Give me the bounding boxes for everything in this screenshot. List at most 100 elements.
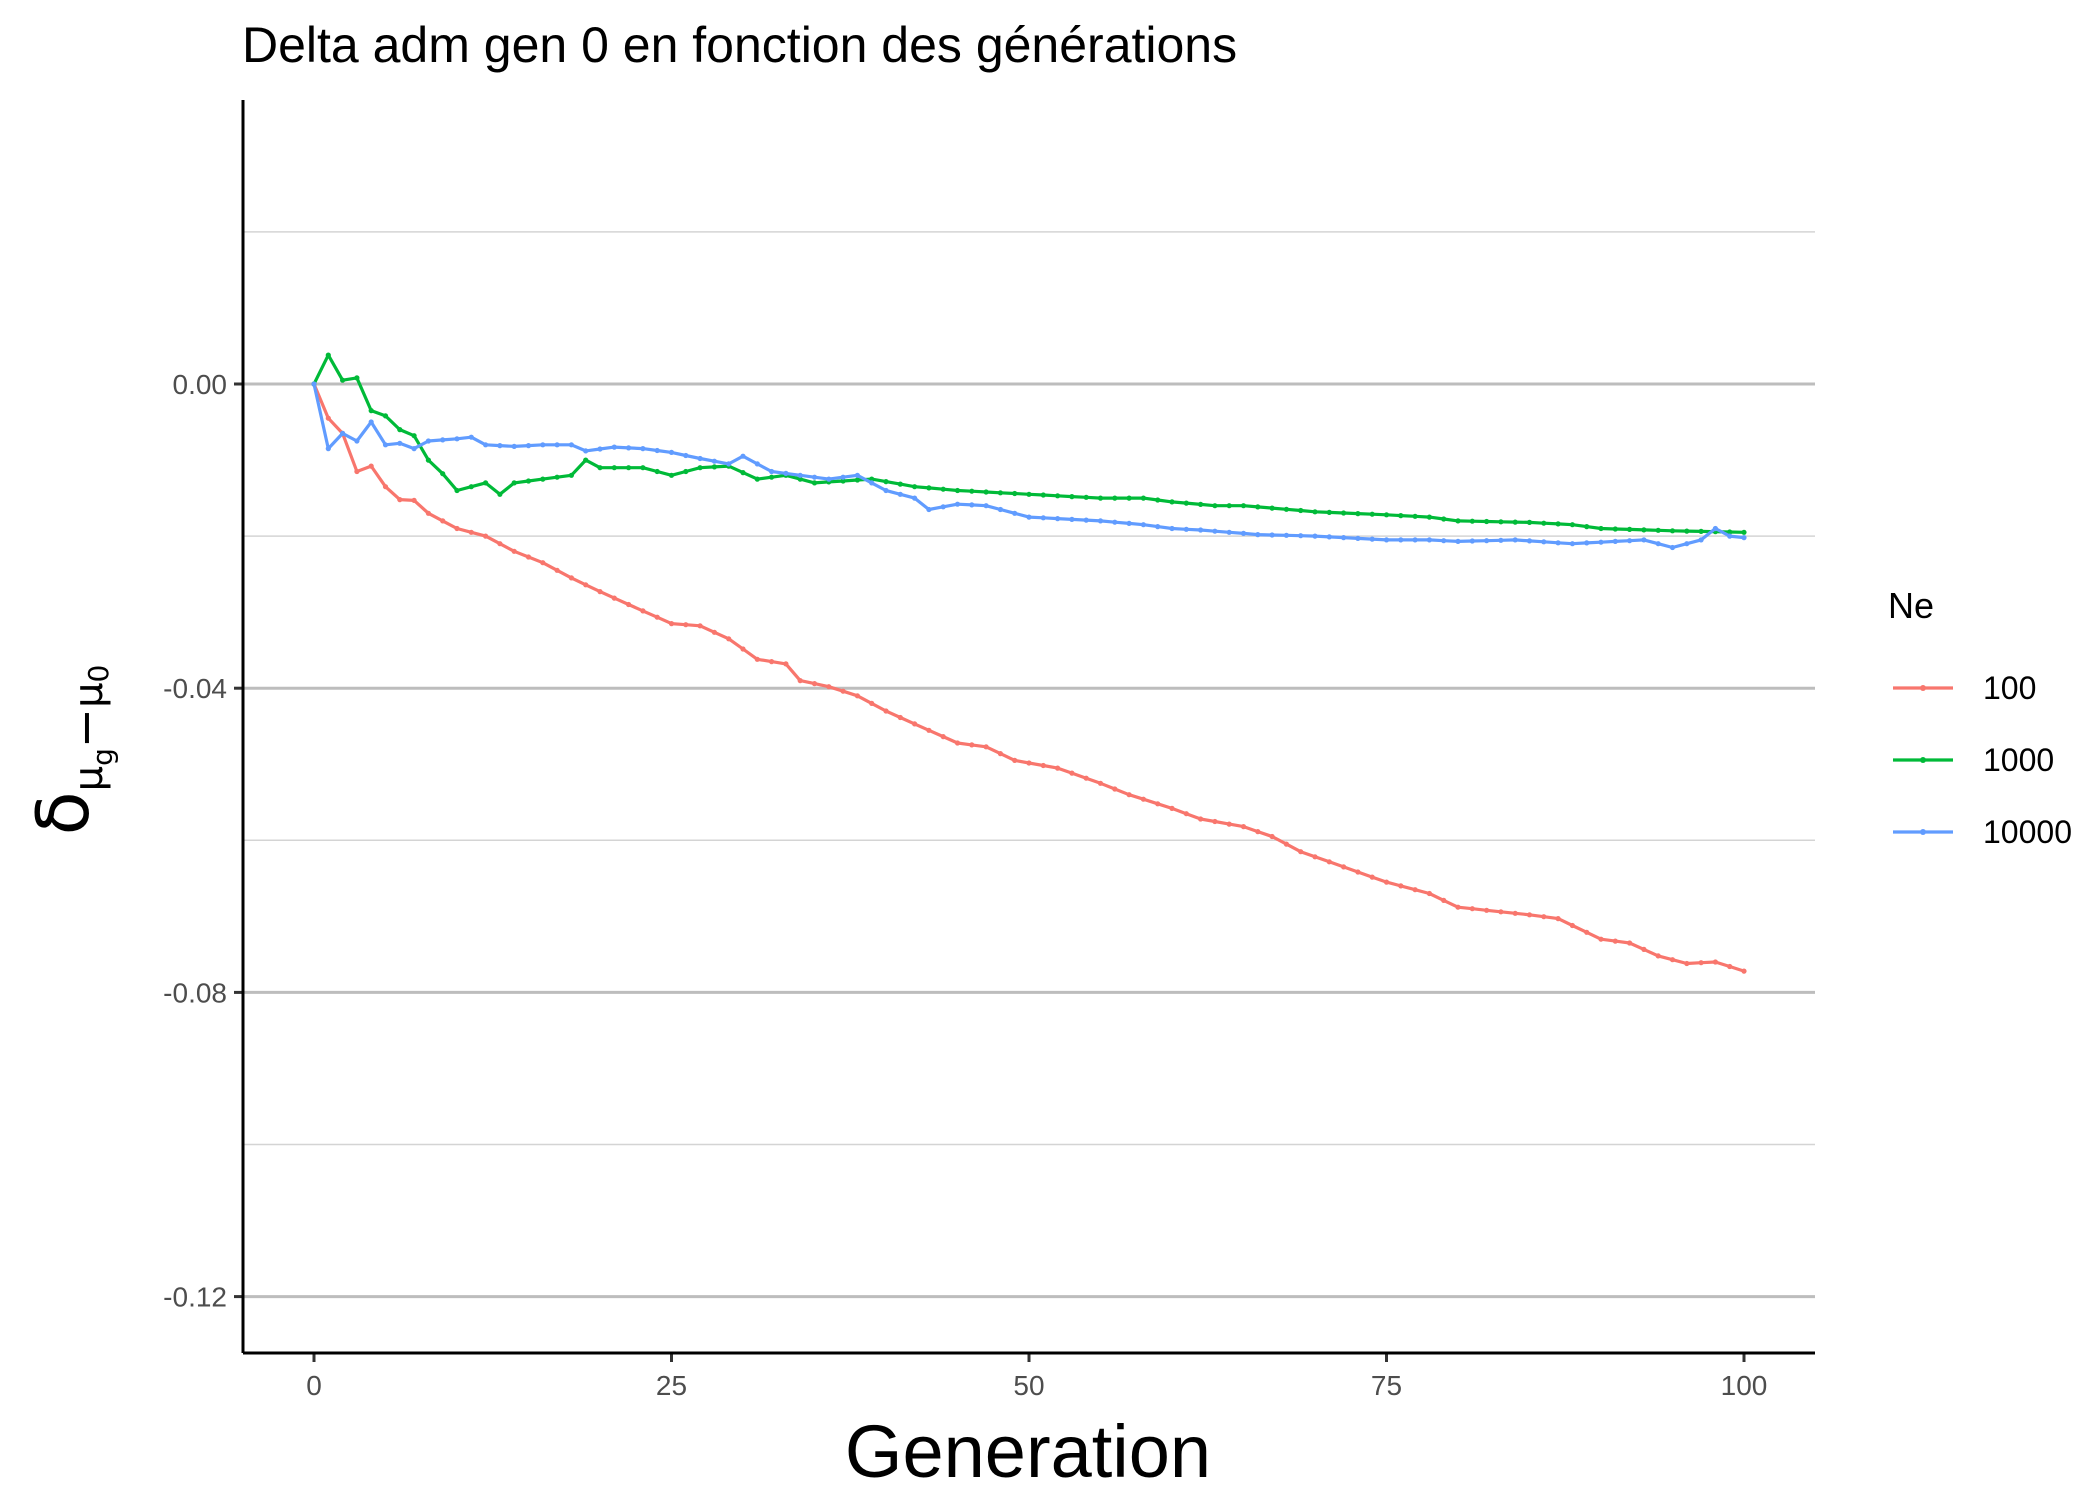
y-label-delta: δ: [21, 791, 105, 835]
data-point: [1355, 510, 1361, 517]
series-100: [311, 381, 1747, 974]
data-point: [1240, 530, 1247, 537]
legend-label: 100: [1983, 670, 2036, 706]
data-point: [1455, 538, 1461, 545]
data-point: [1112, 519, 1118, 525]
data-point: [454, 525, 460, 532]
data-point: [769, 474, 775, 480]
data-point: [668, 472, 675, 478]
data-point: [969, 488, 975, 494]
data-point: [1655, 541, 1661, 547]
legend-title: Ne: [1888, 585, 1934, 626]
data-point: [1083, 517, 1089, 523]
x-tick-label: 25: [656, 1370, 687, 1401]
data-point: [726, 636, 732, 642]
series-1000: [311, 352, 1747, 535]
data-point: [1183, 500, 1189, 506]
data-point: [1612, 526, 1618, 532]
data-point: [954, 487, 961, 494]
y-tick-label: -0.04: [163, 673, 227, 704]
data-point: [1083, 494, 1089, 500]
data-point: [1684, 541, 1690, 547]
x-tick-label: 100: [1721, 1370, 1768, 1401]
data-point: [1727, 963, 1733, 970]
data-point: [440, 471, 446, 477]
data-point: [1684, 960, 1690, 967]
data-point: [1269, 505, 1275, 511]
data-point: [1355, 869, 1361, 875]
x-tick-label: 0: [306, 1370, 322, 1401]
data-point: [1698, 537, 1704, 543]
data-point: [983, 503, 989, 509]
data-point: [425, 510, 431, 516]
data-point: [697, 623, 703, 629]
y-label-minus: −: [58, 708, 114, 748]
data-point: [1255, 504, 1261, 510]
data-point: [840, 478, 846, 484]
data-point: [811, 480, 818, 486]
data-point: [325, 446, 331, 452]
data-point: [826, 476, 832, 482]
data-point: [683, 452, 689, 459]
data-point: [1383, 537, 1390, 543]
data-point: [640, 446, 646, 452]
data-point: [397, 427, 403, 433]
data-point: [1412, 513, 1418, 519]
data-point: [1155, 524, 1161, 530]
data-point: [1140, 495, 1146, 501]
data-point: [1512, 910, 1518, 916]
data-point: [1526, 538, 1533, 544]
data-point: [1040, 492, 1046, 498]
data-point: [611, 465, 617, 471]
data-point: [1498, 537, 1504, 543]
data-point: [1712, 525, 1718, 532]
data-point: [1555, 540, 1561, 546]
data-point: [1669, 544, 1676, 551]
data-point: [1255, 829, 1261, 835]
data-point: [1069, 494, 1075, 500]
data-point: [1212, 503, 1218, 509]
data-point: [1569, 922, 1575, 929]
data-point: [1584, 524, 1590, 530]
y-label-mu-g: μ: [66, 766, 112, 791]
data-point: [468, 529, 474, 535]
minor-gridlines: [243, 231, 1815, 1146]
data-point: [1012, 757, 1018, 764]
data-point: [468, 434, 474, 440]
data-point: [1341, 535, 1347, 541]
data-point: [912, 721, 918, 727]
data-point: [912, 495, 918, 501]
data-point: [454, 436, 460, 442]
data-point: [1455, 904, 1461, 910]
legend-label: 1000: [1983, 742, 2054, 778]
data-point: [797, 472, 803, 478]
data-point: [1641, 527, 1647, 533]
data-point: [411, 497, 417, 503]
data-point: [354, 438, 360, 444]
data-point: [1040, 515, 1046, 521]
data-point: [440, 437, 446, 443]
data-point: [1369, 874, 1375, 880]
data-point: [597, 589, 603, 595]
data-point: [1312, 509, 1318, 515]
data-point: [1727, 533, 1733, 539]
data-point: [1669, 957, 1676, 963]
data-point: [797, 678, 803, 684]
data-point: [769, 659, 775, 665]
data-point: [1627, 526, 1633, 533]
data-point: [540, 442, 546, 448]
y-tick-label: 0.00: [173, 369, 228, 400]
data-point: [397, 497, 403, 503]
data-point: [511, 548, 517, 554]
data-point: [940, 486, 946, 492]
data-point: [926, 506, 932, 513]
data-point: [440, 518, 446, 524]
data-point: [1198, 527, 1204, 533]
data-point: [340, 377, 346, 383]
data-point: [1598, 525, 1604, 532]
data-point: [697, 455, 703, 462]
data-point: [1097, 518, 1104, 524]
data-point: [1269, 532, 1275, 538]
data-point: [1055, 493, 1061, 499]
series-line-100: [312, 383, 1745, 973]
